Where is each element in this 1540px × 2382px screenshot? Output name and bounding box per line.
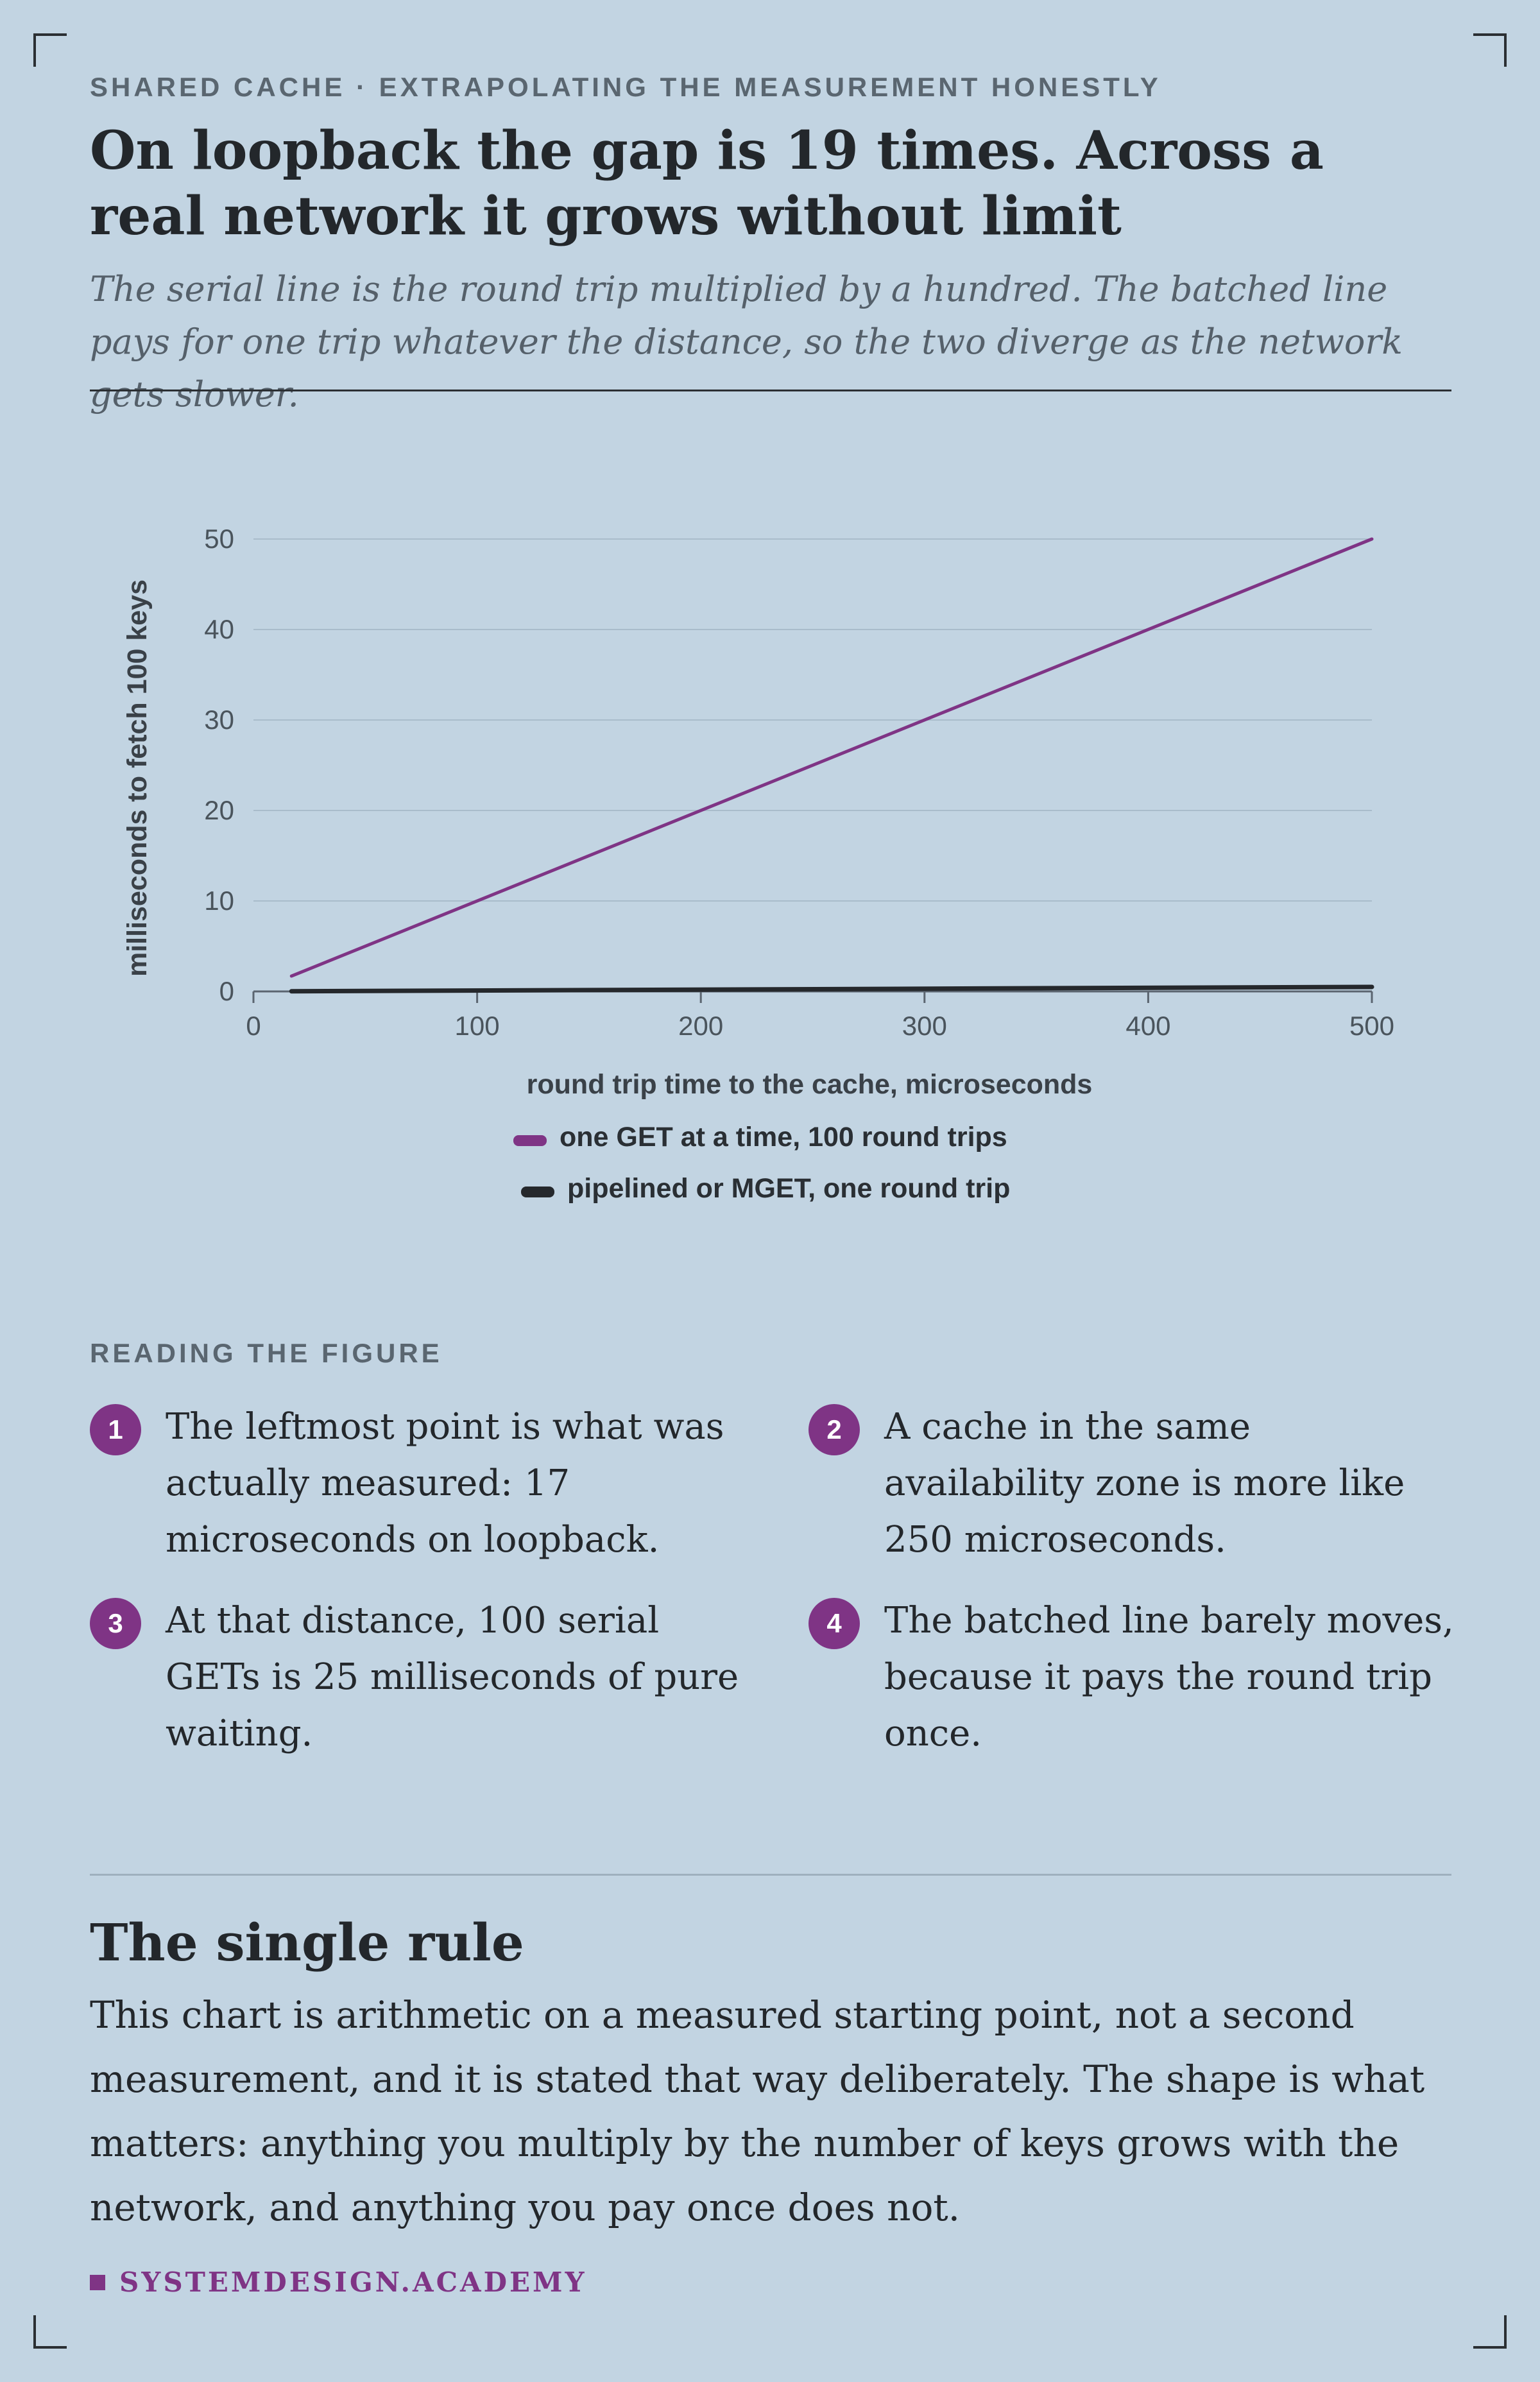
note-number-badge: 4	[809, 1598, 860, 1649]
legend-label: pipelined or MGET, one round trip	[567, 1173, 1010, 1204]
corner-mark-bottom-left	[33, 2315, 67, 2349]
y-axis-title: milliseconds to fetch 100 keys	[122, 579, 153, 977]
x-tick-label: 500	[1349, 1011, 1394, 1041]
x-tick-label: 300	[902, 1011, 947, 1041]
note-text: The leftmost point is what was actually …	[166, 1406, 724, 1561]
chart-legend: one GET at a time, 100 round trips pipeli…	[513, 1122, 1010, 1204]
y-tick-label: 20	[204, 795, 234, 825]
rule-body: This chart is arithmetic on a measured s…	[90, 1993, 1425, 2229]
note-text: The batched line barely moves, because i…	[884, 1600, 1454, 1754]
chart-series	[289, 537, 1374, 994]
series-line	[289, 984, 1374, 994]
y-tick-label: 50	[204, 524, 234, 554]
note-text: A cache in the same availability zone is…	[884, 1406, 1405, 1561]
eyebrow: SHARED CACHE · EXTRAPOLATING THE MEASURE…	[90, 72, 1161, 102]
y-tick-label: 40	[204, 614, 234, 644]
brand-square-icon	[90, 2274, 105, 2290]
page-title: On loopback the gap is 19 times. Across …	[90, 120, 1324, 247]
legend-label: one GET at a time, 100 round trips	[560, 1122, 1007, 1152]
chart-grid	[253, 538, 1372, 902]
note-number-badge: 2	[809, 1404, 860, 1455]
page-subtitle: The serial line is the round trip multip…	[90, 269, 1403, 415]
corner-mark-bottom-right	[1473, 2315, 1507, 2349]
header-divider	[90, 390, 1451, 391]
corner-mark-top-left	[33, 33, 67, 67]
legend-swatch	[513, 1135, 547, 1146]
note-number-badge: 1	[90, 1404, 141, 1455]
note-text: At that distance, 100 serial GETs is 25 …	[166, 1600, 739, 1754]
x-axis-title: round trip time to the cache, microsecon…	[527, 1069, 1093, 1100]
x-tick-label: 200	[678, 1011, 723, 1041]
y-tick-label: 10	[204, 886, 234, 916]
notes-label: READING THE FIGURE	[90, 1338, 443, 1368]
section-divider	[90, 1874, 1451, 1876]
rule-heading: The single rule	[90, 1912, 524, 1973]
x-tick-label: 400	[1125, 1011, 1170, 1041]
brand-name: SYSTEMDESIGN.ACADEMY	[119, 2266, 587, 2298]
x-tick-label: 100	[455, 1011, 500, 1041]
corner-mark-top-right	[1473, 33, 1507, 67]
series-line	[289, 537, 1374, 978]
legend-swatch	[521, 1187, 554, 1197]
brand-footer[interactable]: SYSTEMDESIGN.ACADEMY	[90, 2266, 587, 2298]
note-number-badge: 3	[90, 1598, 141, 1649]
x-tick-label: 0	[246, 1011, 261, 1041]
y-tick-label: 0	[219, 976, 234, 1006]
y-tick-label: 30	[204, 705, 234, 735]
